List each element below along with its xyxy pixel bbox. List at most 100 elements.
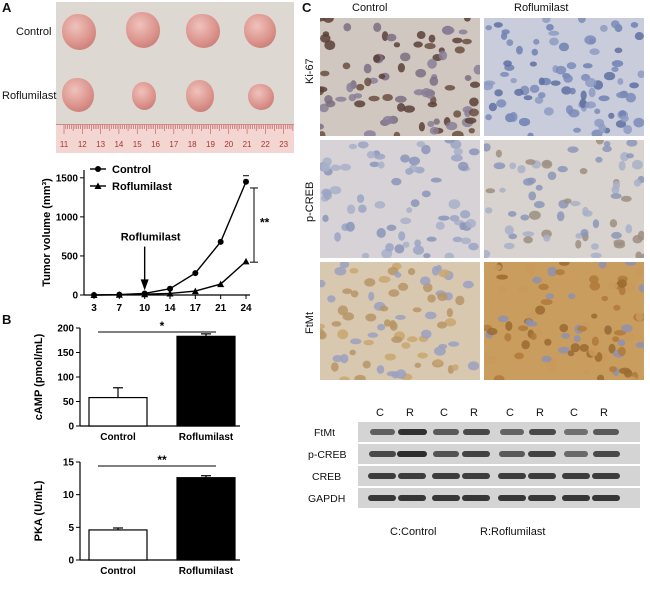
cell-nucleus xyxy=(376,227,386,238)
cell-nucleus xyxy=(549,37,559,46)
cell-nucleus xyxy=(408,156,421,166)
significance-label: ** xyxy=(260,215,270,229)
cell-nucleus xyxy=(364,278,376,287)
cell-nucleus xyxy=(438,343,448,350)
significance-label: ** xyxy=(157,453,167,467)
wb-lane-label: C xyxy=(376,407,384,419)
cell-nucleus xyxy=(507,210,517,217)
cell-nucleus xyxy=(595,156,603,163)
cell-nucleus xyxy=(451,130,464,136)
ihc-texture xyxy=(320,140,480,258)
cell-nucleus xyxy=(391,177,402,186)
cell-nucleus xyxy=(484,207,493,214)
x-tick-label: Roflumilast xyxy=(179,566,234,577)
cell-nucleus xyxy=(448,199,461,210)
cell-nucleus xyxy=(532,276,542,284)
cell-nucleus xyxy=(400,217,412,225)
cell-nucleus xyxy=(367,332,379,338)
cell-nucleus xyxy=(546,362,556,372)
ruler-tick-label: 14 xyxy=(114,140,123,149)
y-tick-label: 10 xyxy=(63,490,75,501)
y-tick-label: 1500 xyxy=(56,173,79,184)
cell-nucleus xyxy=(501,29,510,35)
cell-nucleus xyxy=(585,77,597,88)
control-point xyxy=(243,178,249,185)
wb-strip xyxy=(358,422,640,442)
legend-control: Control xyxy=(112,164,151,176)
wb-lane-label: C xyxy=(506,407,514,419)
cell-nucleus xyxy=(579,343,589,352)
wb-band xyxy=(592,473,620,479)
cell-nucleus xyxy=(609,366,617,373)
control-point xyxy=(217,238,224,245)
x-tick-label: 24 xyxy=(240,303,252,314)
cell-nucleus xyxy=(518,285,529,294)
cell-nucleus xyxy=(517,164,526,174)
cell-nucleus xyxy=(604,325,612,335)
ihc-texture xyxy=(320,18,480,136)
cell-nucleus xyxy=(591,336,599,346)
cell-nucleus xyxy=(493,375,505,380)
cell-nucleus xyxy=(386,224,397,231)
cell-nucleus xyxy=(627,282,636,291)
cell-nucleus xyxy=(548,30,560,36)
tumor-rof-4 xyxy=(248,84,274,110)
cell-nucleus xyxy=(454,46,465,54)
cell-nucleus xyxy=(547,171,557,181)
ihc-ki67-control xyxy=(320,18,480,136)
cell-nucleus xyxy=(415,68,427,78)
cell-nucleus xyxy=(457,161,469,171)
cell-nucleus xyxy=(339,376,350,380)
cell-nucleus xyxy=(444,252,455,258)
ruler-tick-label: 16 xyxy=(151,140,160,149)
cell-nucleus xyxy=(428,34,436,43)
ruler-tick-label: 21 xyxy=(243,140,252,149)
cell-nucleus xyxy=(345,221,355,232)
cell-nucleus xyxy=(521,340,530,350)
cell-nucleus xyxy=(469,108,479,117)
tumor-control-2 xyxy=(126,12,160,48)
cell-nucleus xyxy=(638,284,644,293)
cell-nucleus xyxy=(608,112,615,119)
cell-nucleus xyxy=(580,90,587,101)
cell-nucleus xyxy=(373,54,381,63)
cell-nucleus xyxy=(320,70,330,77)
wb-label-pcreb: p-CREB xyxy=(308,449,347,461)
y-tick-label: 500 xyxy=(61,251,78,262)
cell-nucleus xyxy=(510,77,517,84)
bar-control xyxy=(88,529,148,561)
cell-nucleus xyxy=(321,162,331,172)
wb-lane-label: R xyxy=(406,407,414,419)
cell-nucleus xyxy=(384,353,396,361)
ruler-tick-label: 12 xyxy=(78,140,87,149)
cell-nucleus xyxy=(374,201,386,209)
legend-roflumilast: Roflumilast xyxy=(112,181,172,193)
cell-nucleus xyxy=(334,232,342,242)
cell-nucleus xyxy=(598,262,607,269)
ihc-texture xyxy=(484,140,644,258)
cell-nucleus xyxy=(534,96,544,104)
cell-nucleus xyxy=(509,111,518,122)
cell-nucleus xyxy=(575,239,582,249)
wb-band xyxy=(499,451,525,457)
cell-nucleus xyxy=(541,355,552,363)
cell-nucleus xyxy=(350,338,362,345)
cell-nucleus xyxy=(413,89,425,96)
cell-nucleus xyxy=(469,97,479,107)
cell-nucleus xyxy=(423,253,431,258)
cell-nucleus xyxy=(349,268,359,274)
cell-nucleus xyxy=(627,376,638,380)
wb-band xyxy=(398,473,426,479)
cell-nucleus xyxy=(567,350,575,357)
cell-nucleus xyxy=(504,333,512,342)
cell-nucleus xyxy=(557,165,568,173)
cell-nucleus xyxy=(391,336,403,344)
cell-nucleus xyxy=(535,305,546,315)
cell-nucleus xyxy=(320,279,326,288)
cell-nucleus xyxy=(508,233,518,240)
cell-nucleus xyxy=(546,23,554,31)
wb-band xyxy=(593,429,619,435)
cell-nucleus xyxy=(406,336,418,343)
cell-nucleus xyxy=(461,38,472,45)
cell-nucleus xyxy=(362,360,371,369)
